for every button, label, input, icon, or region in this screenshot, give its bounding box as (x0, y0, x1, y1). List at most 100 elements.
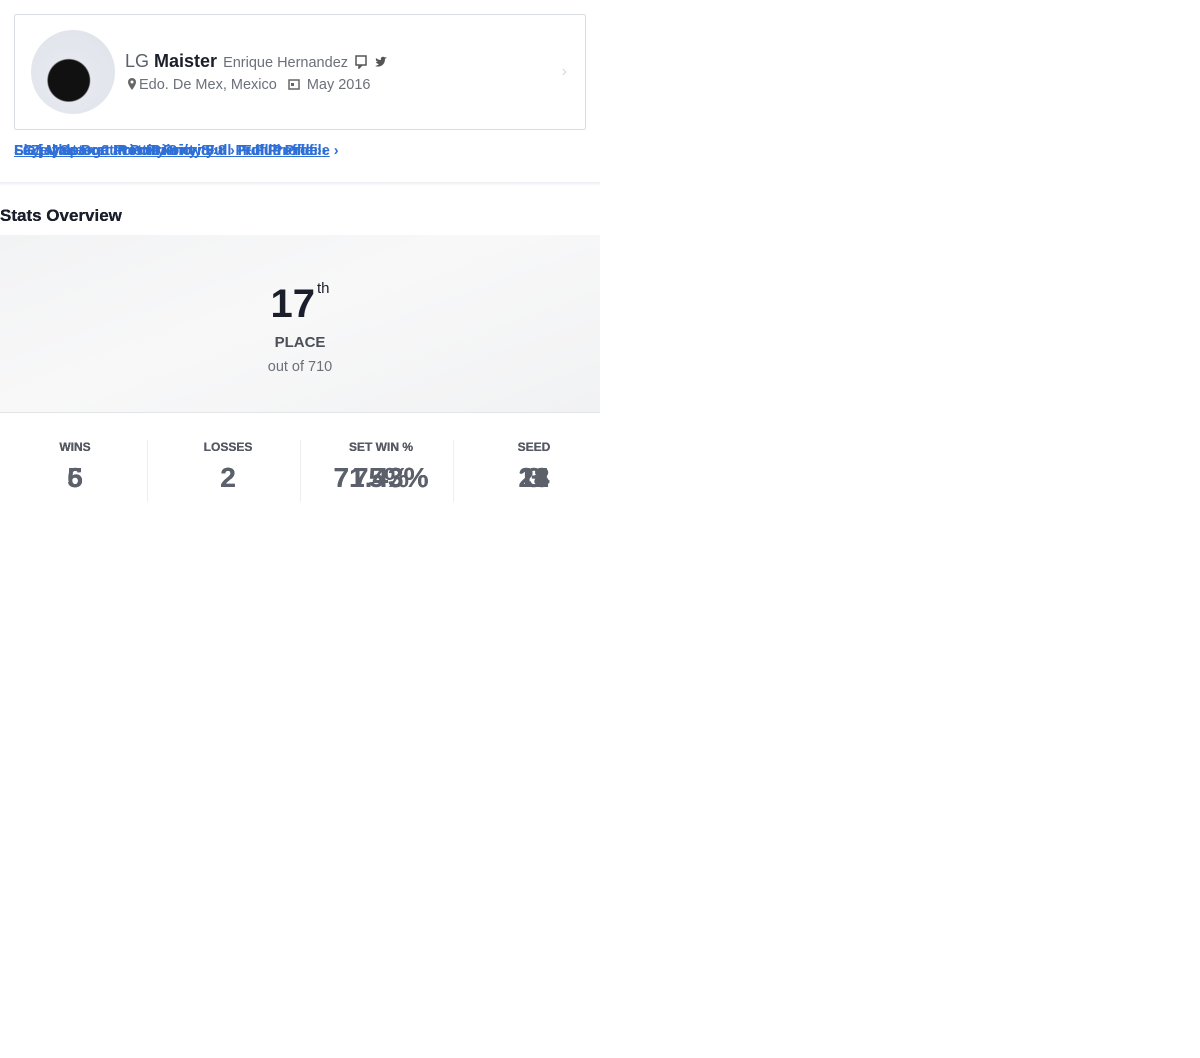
stat-value: 71.43% (333, 462, 429, 493)
calendar-icon (287, 77, 301, 95)
stat-label: WINS (59, 440, 91, 454)
location: Edo. De Mex, Mexico (139, 77, 277, 93)
real-name: Enrique Hernandez (223, 55, 349, 71)
stat-label: LOSSES (203, 440, 253, 454)
stat-value: 75% (352, 462, 410, 493)
player-card[interactable]: › LG Maister Enrique Hernandez Edo. De Mex,… (14, 14, 586, 130)
stat-value: 24 (518, 462, 550, 493)
links: LG | MkLeo at Port Priority 8 › Full Prof… (14, 143, 322, 159)
stat-label: WINS (59, 440, 91, 454)
links: Skyjay at Port Priority 8 › Full Profile … (14, 143, 290, 159)
stat: SEED 3 (459, 430, 609, 502)
stat-label: WINS (59, 440, 91, 454)
at-text: at (64, 143, 77, 159)
links: FaZe | Sparg0 at Port Priority 8 › Full P… (14, 143, 339, 159)
stat: LOSSES 2 (153, 430, 303, 502)
full-profile-link[interactable]: Full Profile (205, 143, 281, 159)
sponsor: LG (125, 51, 150, 71)
gamertag: Maister (154, 51, 218, 71)
chevron: › (561, 63, 567, 80)
event-name-link[interactable]: Port Priority 8 (80, 143, 177, 159)
stat-value: 5 (67, 462, 83, 493)
full-profile-link[interactable]: Full Profile (242, 143, 318, 159)
stat: LOSSES 2 (153, 430, 303, 502)
stat-value: 2 (220, 462, 236, 493)
stat-label: SEED (517, 440, 551, 454)
event-link[interactable]: LG | Maister at Port Priority 8 › (14, 143, 223, 159)
event-name-link[interactable]: Port Priority 8 (118, 143, 214, 159)
stat-label: SET WIN % (348, 440, 413, 454)
stat: WINS 6 (0, 430, 150, 502)
team-link-text[interactable]: FaZe | Sparg0 (14, 143, 110, 159)
stat: WINS 5 (0, 430, 150, 502)
at-text: at (113, 143, 127, 159)
stat: SET WIN % 71.43% (306, 430, 456, 502)
full-profile-link[interactable]: Full Profile (254, 143, 330, 159)
at-text: at (101, 143, 114, 159)
stats-title: Stats Overview (0, 206, 122, 225)
twitter-icon (374, 53, 388, 74)
location-icon (125, 77, 139, 95)
team-link-text[interactable]: Skyjay (14, 143, 60, 159)
avatar (31, 30, 115, 114)
stat-divider (453, 440, 454, 502)
twitch-icon (354, 53, 368, 74)
stat: WINS 5 (0, 430, 150, 502)
stat-value: 5 (67, 462, 83, 493)
stat-value: 71.43% (333, 462, 429, 493)
stat-label: LOSSES (203, 440, 253, 454)
stats-title: Stats Overview (0, 206, 122, 225)
stat-label: WINS (59, 440, 91, 454)
at-text: at (96, 143, 110, 159)
place-label: PLACE (274, 334, 326, 351)
divider-shadow (0, 182, 600, 186)
stat-divider (300, 440, 301, 502)
stat-label: SET WIN % (348, 440, 413, 454)
stat: LOSSES 2 (153, 430, 303, 502)
stat-label: SET WIN % (348, 440, 413, 454)
name-line: LG Maister Enrique Hernandez (125, 51, 388, 74)
full-profile-link[interactable]: Full Profile (237, 143, 313, 159)
out-of: out of 710 (267, 359, 333, 375)
place-number: 17 (270, 282, 315, 326)
stat-label: SEED (517, 440, 551, 454)
stat: SET WIN % 71.43% (306, 430, 456, 502)
stat-label: SEED (517, 440, 551, 454)
details-line: Edo. De Mex, Mexico May 2016 (125, 77, 371, 95)
event-link[interactable]: LG | MkLeo at Port Priority 8 › (14, 143, 218, 159)
place-suffix: th (316, 280, 330, 297)
team-link-text[interactable]: LG | Maister (14, 143, 98, 159)
stat-value: 11 (519, 462, 549, 493)
stat-value: 2 (220, 462, 236, 493)
stat: SET WIN % 75% (306, 430, 456, 502)
stat-value: 2 (220, 462, 236, 493)
stat: SET WIN % 71.43% (306, 430, 456, 502)
stat-value: 6 (67, 462, 83, 493)
stat-label: SEED (517, 440, 551, 454)
stats-title: Stats Overview (0, 206, 122, 225)
event-link[interactable]: Skyjay at Port Priority 8 › (14, 143, 186, 159)
stat-label: SET WIN % (348, 440, 413, 454)
stat-value: 2 (220, 462, 236, 493)
stat-value: 3 (526, 462, 542, 493)
team-link-text[interactable]: LG | MkLeo (14, 143, 93, 159)
stat-value: 18 (518, 462, 550, 493)
stat: WINS 5 (0, 430, 150, 502)
stat: SEED 24 (459, 430, 609, 502)
stat: SEED 18 (459, 430, 609, 502)
stat: SEED 11 (459, 430, 609, 502)
event-link[interactable]: FaZe | Sparg0 at Port Priority 8 › (14, 143, 235, 159)
event-name-link[interactable]: Port Priority 8 (130, 143, 226, 159)
stat-label: LOSSES (203, 440, 253, 454)
links: LG | Maister at Port Priority 8 › Full Pr… (14, 143, 327, 159)
stat: LOSSES 2 (153, 430, 303, 502)
stat-divider (147, 440, 148, 502)
joined-date: May 2016 (306, 77, 371, 93)
event-name-link[interactable]: Port Priority 8 (113, 143, 210, 159)
stat-label: LOSSES (203, 440, 253, 454)
stats-title: Stats Overview (0, 206, 122, 225)
stat-value: 71.43% (333, 462, 429, 493)
